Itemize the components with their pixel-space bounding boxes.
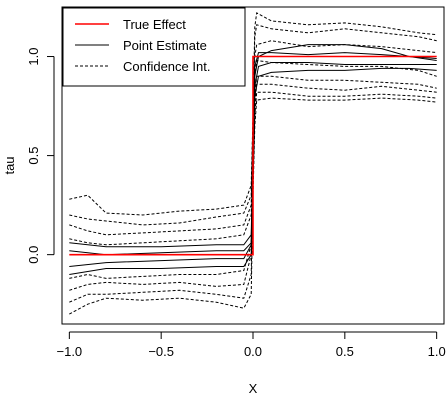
series-layer xyxy=(69,12,437,315)
legend: True Effect Point Estimate Confidence Int. xyxy=(62,7,246,87)
x-tick-label: −1.0 xyxy=(57,344,83,359)
legend-label: Confidence Int. xyxy=(123,59,210,74)
true-effect-line xyxy=(69,55,437,256)
x-tick-label: −0.5 xyxy=(148,344,174,359)
legend-box xyxy=(62,7,246,87)
x-tick-label: 0.0 xyxy=(244,344,262,359)
confidence-interval-line xyxy=(69,24,437,226)
x-tick-label: 0.5 xyxy=(336,344,354,359)
x-tick-label: 1.0 xyxy=(428,344,446,359)
x-axis-label: X xyxy=(249,381,258,396)
legend-label: Point Estimate xyxy=(123,38,207,53)
legend-label: True Effect xyxy=(123,17,186,32)
plot-frame xyxy=(61,6,445,325)
x-axis: −1.0 −0.5 0.0 0.5 1.0 xyxy=(57,331,446,359)
y-tick-label: 0.0 xyxy=(26,246,41,264)
y-axis-label: tau xyxy=(2,156,17,174)
y-tick-label: 1.0 xyxy=(26,47,41,65)
y-tick-label: 0.5 xyxy=(26,147,41,165)
y-axis: 0.0 0.5 1.0 xyxy=(26,47,55,264)
